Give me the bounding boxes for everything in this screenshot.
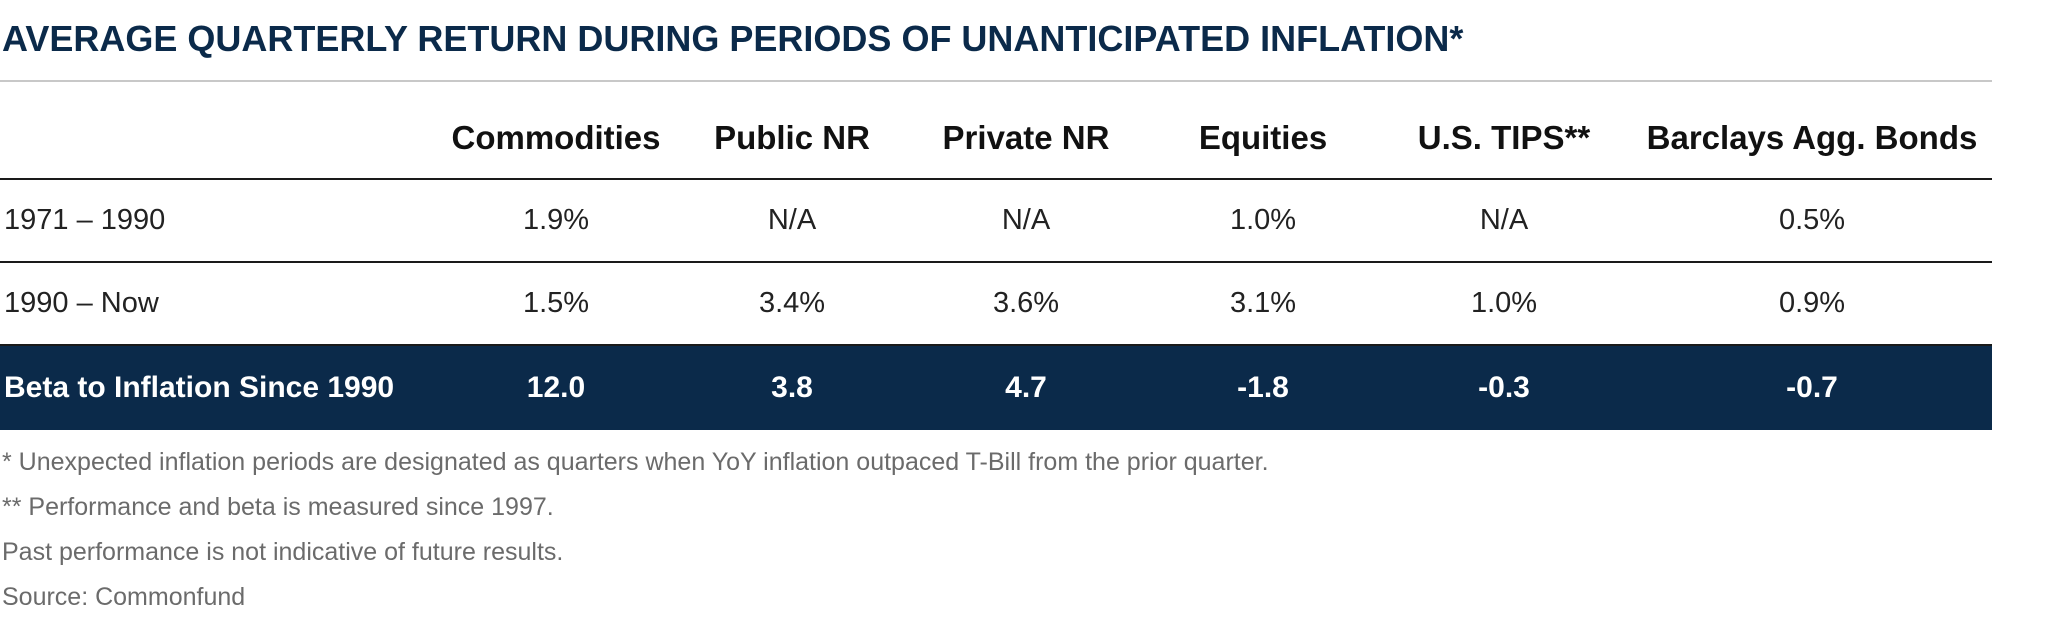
table-cell: 3.1%	[1150, 262, 1376, 346]
table-cell: 1.0%	[1150, 179, 1376, 263]
table-header-row: Commodities Public NR Private NR Equitie…	[0, 98, 1992, 180]
table-cell: 12.0	[430, 345, 682, 430]
row-label: 1990 – Now	[0, 262, 430, 346]
disclaimer-past-performance: Past performance is not indicative of fu…	[2, 538, 564, 566]
column-header-public-nr: Public NR	[682, 98, 902, 180]
table-cell: N/A	[1376, 179, 1632, 263]
column-header-us-tips: U.S. TIPS**	[1376, 98, 1632, 180]
table-cell: 4.7	[902, 345, 1150, 430]
column-header-label	[0, 98, 430, 180]
row-label: Beta to Inflation Since 1990	[0, 345, 430, 430]
table-cell: 3.6%	[902, 262, 1150, 346]
footnote-tips-since-1997: ** Performance and beta is measured sinc…	[2, 493, 554, 521]
table-cell: 1.9%	[430, 179, 682, 263]
table-cell: -0.7	[1632, 345, 1992, 430]
page-title: AVERAGE QUARTERLY RETURN DURING PERIODS …	[2, 18, 1464, 59]
footnotes: * Unexpected inflation periods are desig…	[2, 440, 1269, 620]
returns-table: Commodities Public NR Private NR Equitie…	[0, 98, 1992, 430]
footnote-unexpected-inflation: * Unexpected inflation periods are desig…	[2, 448, 1269, 476]
table-cell: N/A	[682, 179, 902, 263]
table-cell: 1.0%	[1376, 262, 1632, 346]
column-header-barclays-agg-bonds: Barclays Agg. Bonds	[1632, 98, 1992, 180]
table-cell: 3.4%	[682, 262, 902, 346]
column-header-private-nr: Private NR	[902, 98, 1150, 180]
row-label: 1971 – 1990	[0, 179, 430, 263]
column-header-commodities: Commodities	[430, 98, 682, 180]
table-cell: 0.5%	[1632, 179, 1992, 263]
table-cell: 0.9%	[1632, 262, 1992, 346]
source-note: Source: Commonfund	[2, 583, 246, 611]
table-cell: 3.8	[682, 345, 902, 430]
table-cell: 1.5%	[430, 262, 682, 346]
table-cell: N/A	[902, 179, 1150, 263]
table-cell: -1.8	[1150, 345, 1376, 430]
column-header-equities: Equities	[1150, 98, 1376, 180]
table-row: 1990 – Now 1.5% 3.4% 3.6% 3.1% 1.0% 0.9%	[0, 262, 1992, 346]
beta-row: Beta to Inflation Since 1990 12.0 3.8 4.…	[0, 345, 1992, 430]
table-row: 1971 – 1990 1.9% N/A N/A 1.0% N/A 0.5%	[0, 179, 1992, 263]
table-cell: -0.3	[1376, 345, 1632, 430]
title-divider	[0, 80, 1992, 82]
